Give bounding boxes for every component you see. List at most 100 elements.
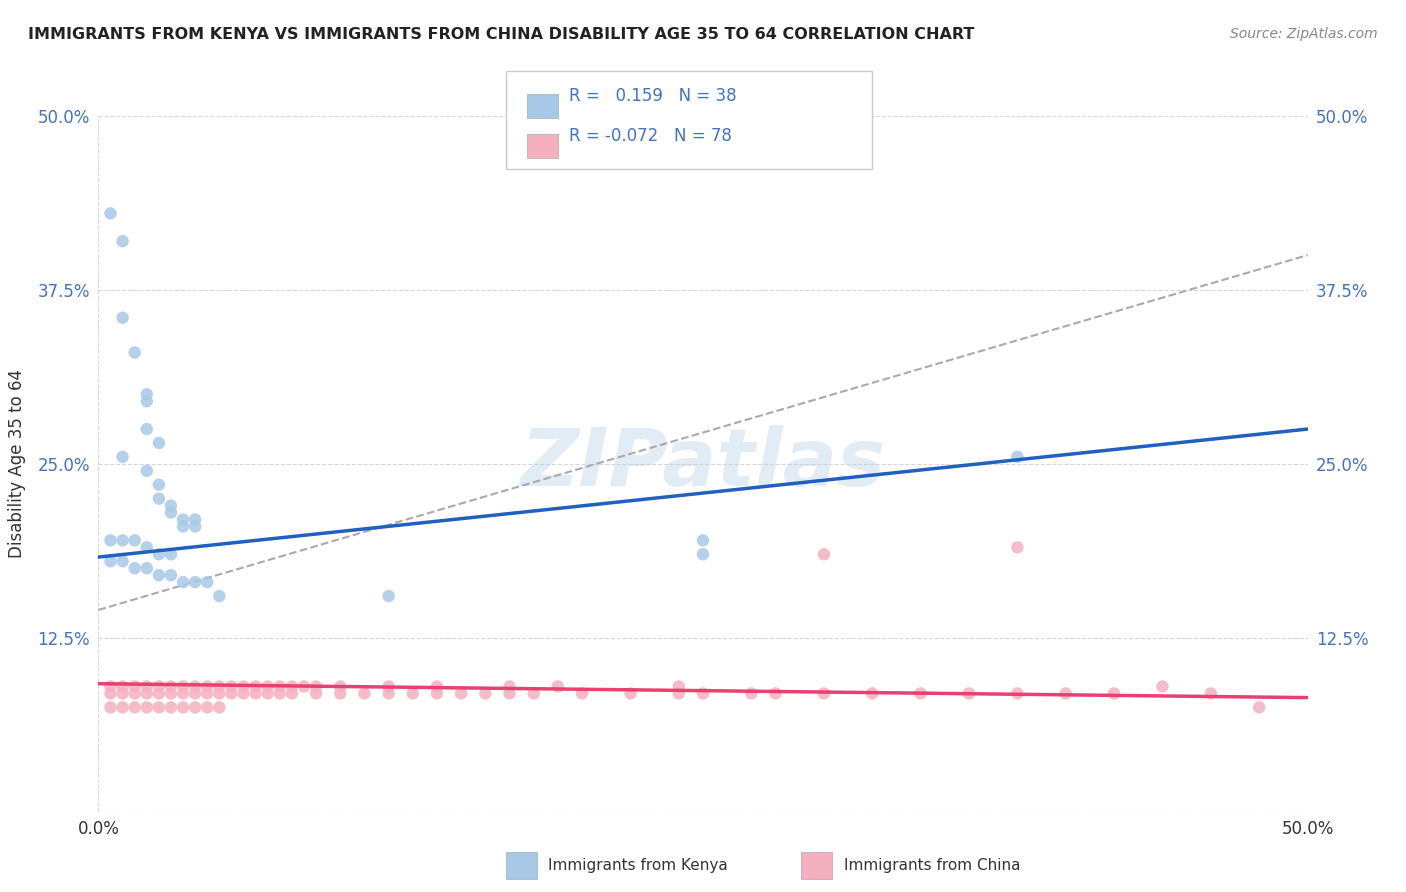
Point	[498, 680, 520, 694]
Point	[148, 680, 170, 694]
Point	[100, 686, 122, 700]
Point	[148, 547, 170, 561]
Point	[426, 680, 449, 694]
Point	[111, 680, 134, 694]
Point	[160, 506, 183, 520]
Point	[100, 206, 122, 220]
Point	[184, 575, 207, 590]
Point	[195, 680, 218, 694]
Point	[100, 554, 122, 568]
Point	[281, 680, 304, 694]
Point	[692, 686, 714, 700]
Point	[135, 422, 157, 436]
Point	[184, 700, 207, 714]
Point	[450, 686, 472, 700]
Point	[1249, 700, 1271, 714]
Point	[329, 686, 352, 700]
Point	[256, 680, 278, 694]
Point	[135, 387, 157, 401]
Point	[232, 680, 254, 694]
Point	[111, 700, 134, 714]
Point	[111, 533, 134, 548]
Point	[172, 575, 194, 590]
Point	[1007, 541, 1029, 555]
Point	[135, 541, 157, 555]
Point	[269, 686, 291, 700]
Point	[184, 680, 207, 694]
Point	[111, 234, 134, 248]
Point	[184, 512, 207, 526]
Point	[221, 686, 243, 700]
Point	[221, 680, 243, 694]
Point	[148, 436, 170, 450]
Point	[111, 554, 134, 568]
Point	[111, 450, 134, 464]
Point	[100, 680, 122, 694]
Y-axis label: Disability Age 35 to 64: Disability Age 35 to 64	[8, 369, 27, 558]
Point	[232, 686, 254, 700]
Point	[292, 680, 315, 694]
Point	[111, 310, 134, 325]
Point	[860, 686, 883, 700]
Point	[111, 686, 134, 700]
Point	[1054, 686, 1077, 700]
Text: IMMIGRANTS FROM KENYA VS IMMIGRANTS FROM CHINA DISABILITY AGE 35 TO 64 CORRELATI: IMMIGRANTS FROM KENYA VS IMMIGRANTS FROM…	[28, 27, 974, 42]
Point	[377, 589, 399, 603]
Point	[1152, 680, 1174, 694]
Text: Source: ZipAtlas.com: Source: ZipAtlas.com	[1230, 27, 1378, 41]
Point	[498, 686, 520, 700]
Point	[1007, 450, 1029, 464]
Point	[172, 700, 194, 714]
Point	[668, 686, 690, 700]
Point	[195, 700, 218, 714]
Point	[1199, 686, 1222, 700]
Point	[124, 533, 146, 548]
Point	[245, 680, 267, 694]
Point	[1007, 686, 1029, 700]
Point	[160, 700, 183, 714]
Point	[124, 680, 146, 694]
Point	[195, 575, 218, 590]
Point	[172, 512, 194, 526]
Point	[135, 700, 157, 714]
Point	[426, 686, 449, 700]
Point	[160, 499, 183, 513]
Point	[148, 491, 170, 506]
Text: ZIPatlas: ZIPatlas	[520, 425, 886, 503]
Point	[692, 533, 714, 548]
Point	[124, 686, 146, 700]
Point	[813, 686, 835, 700]
Point	[100, 533, 122, 548]
Point	[692, 547, 714, 561]
Point	[547, 680, 569, 694]
Point	[305, 680, 328, 694]
Point	[208, 700, 231, 714]
Point	[957, 686, 980, 700]
Text: Immigrants from Kenya: Immigrants from Kenya	[548, 858, 728, 872]
Point	[135, 394, 157, 409]
Point	[208, 686, 231, 700]
Point	[148, 686, 170, 700]
Text: R = -0.072   N = 78: R = -0.072 N = 78	[569, 128, 733, 145]
Point	[305, 686, 328, 700]
Point	[124, 345, 146, 359]
Point	[135, 686, 157, 700]
Point	[195, 686, 218, 700]
Point	[148, 700, 170, 714]
Point	[148, 568, 170, 582]
Text: R =   0.159   N = 38: R = 0.159 N = 38	[569, 87, 737, 105]
Point	[124, 561, 146, 575]
Point	[124, 700, 146, 714]
Point	[402, 686, 425, 700]
Point	[256, 686, 278, 700]
Point	[172, 680, 194, 694]
Point	[571, 686, 593, 700]
Point	[377, 680, 399, 694]
Point	[813, 547, 835, 561]
Point	[160, 568, 183, 582]
Point	[184, 519, 207, 533]
Point	[910, 686, 932, 700]
Point	[208, 589, 231, 603]
Point	[208, 680, 231, 694]
Point	[765, 686, 787, 700]
